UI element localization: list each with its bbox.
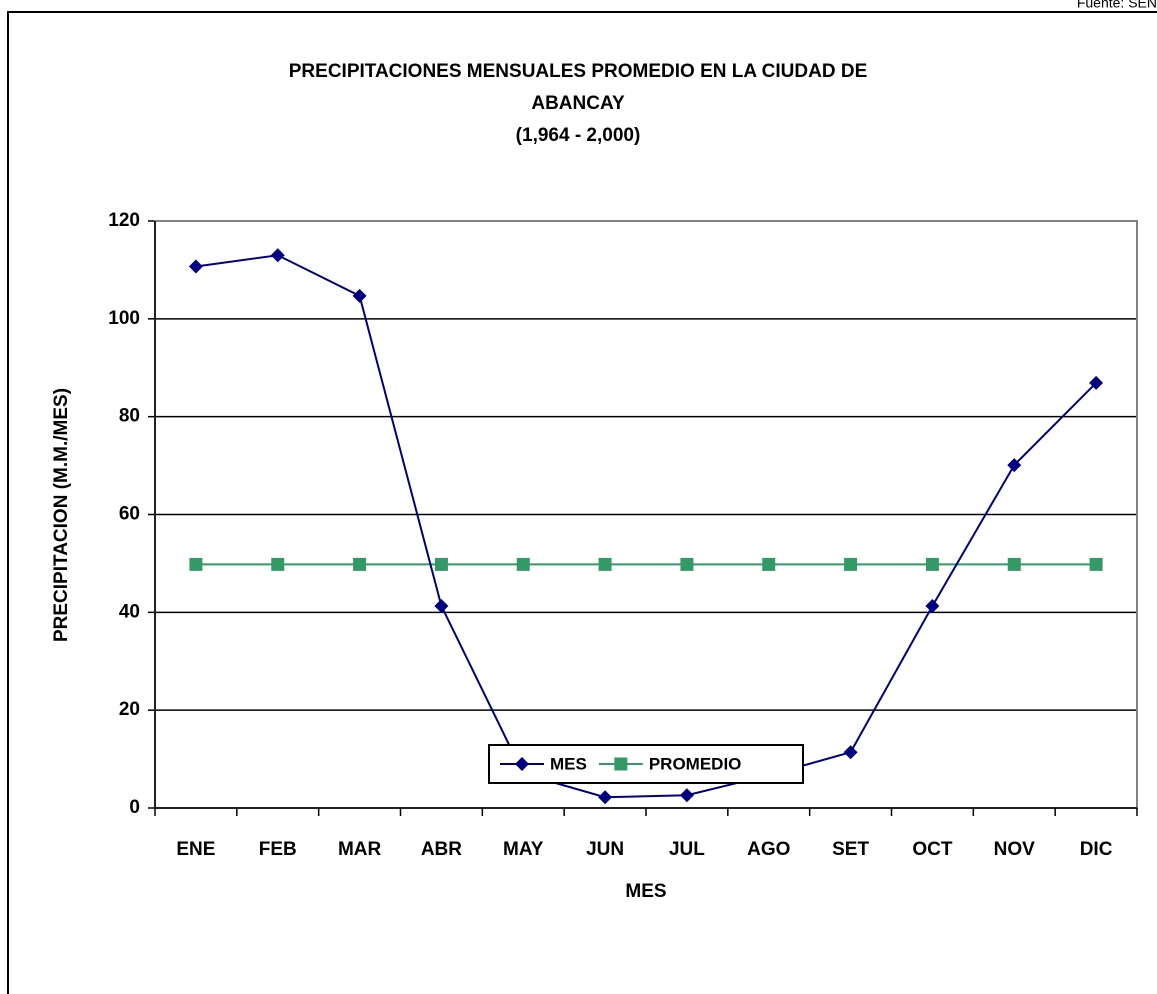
chart-title: ABANCAY (531, 93, 625, 114)
x-tick-label: MAY (503, 839, 544, 860)
x-tick-label: ENE (176, 839, 215, 860)
data-point (598, 557, 612, 571)
y-tick-label: 120 (108, 210, 140, 231)
x-tick-label: JUN (586, 839, 624, 860)
data-point (762, 557, 776, 571)
data-point (271, 557, 285, 571)
x-tick-label: MAR (338, 839, 382, 860)
y-tick-label: 20 (119, 699, 140, 720)
y-tick-label: 40 (119, 601, 140, 622)
data-point (352, 288, 367, 303)
x-tick-label: FEB (259, 839, 297, 860)
data-point (925, 557, 939, 571)
legend-label: PROMEDIO (649, 754, 742, 773)
y-tick-label: 80 (119, 406, 140, 427)
data-point (925, 598, 940, 613)
data-point (434, 598, 449, 613)
x-tick-label: DIC (1080, 839, 1113, 860)
legend-label: MES (550, 754, 587, 773)
data-point (679, 788, 694, 803)
x-tick-label: ABR (421, 839, 462, 860)
data-point (844, 557, 858, 571)
data-point (434, 557, 448, 571)
legend-marker (614, 757, 628, 771)
x-tick-label: NOV (994, 839, 1036, 860)
data-point (353, 557, 367, 571)
y-tick-label: 60 (119, 504, 140, 525)
data-point (1007, 557, 1021, 571)
data-point (1089, 375, 1104, 390)
x-tick-label: AGO (747, 839, 790, 860)
data-point (516, 557, 530, 571)
data-point (188, 259, 203, 274)
y-tick-label: 0 (129, 797, 140, 818)
data-point (189, 557, 203, 571)
chart-frame (7, 11, 1157, 994)
source-note: Fuente: SEN (1077, 0, 1157, 11)
y-axis-label: PRECIPITACION (M.M./MES) (51, 388, 72, 642)
x-axis-label: MES (625, 881, 666, 902)
data-point (843, 745, 858, 760)
chart-title: (1,964 - 2,000) (516, 125, 641, 146)
data-point (270, 248, 285, 263)
x-tick-label: JUL (669, 839, 705, 860)
legend-marker (515, 757, 529, 771)
y-tick-label: 100 (108, 308, 140, 329)
data-point (598, 790, 613, 805)
x-tick-label: SET (832, 839, 869, 860)
data-point (680, 557, 694, 571)
data-point (1007, 458, 1022, 473)
data-point (1089, 557, 1103, 571)
x-tick-label: OCT (912, 839, 953, 860)
series-line (195, 254, 1097, 799)
chart-title: PRECIPITACIONES MENSUALES PROMEDIO EN LA… (289, 61, 868, 82)
